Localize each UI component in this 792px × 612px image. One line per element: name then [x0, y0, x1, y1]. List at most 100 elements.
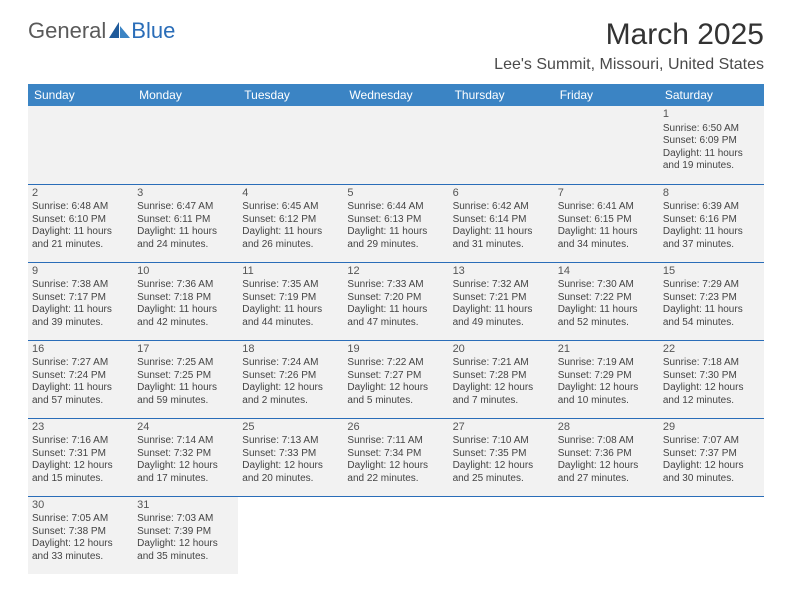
day-number: 30 [32, 499, 129, 513]
daylight-text-2: and 29 minutes. [347, 239, 444, 252]
location-subtitle: Lee's Summit, Missouri, United States [494, 56, 764, 74]
day-number: 20 [453, 343, 550, 357]
sunrise-text: Sunrise: 7:13 AM [242, 435, 339, 448]
daylight-text-1: Daylight: 11 hours [137, 304, 234, 317]
sunset-text: Sunset: 7:22 PM [558, 292, 655, 305]
daylight-text-1: Daylight: 11 hours [242, 226, 339, 239]
day-cell: 6Sunrise: 6:42 AMSunset: 6:14 PMDaylight… [449, 184, 554, 262]
daylight-text-2: and 35 minutes. [137, 551, 234, 564]
sunrise-text: Sunrise: 7:03 AM [137, 513, 234, 526]
calendar-week-row: 1Sunrise: 6:50 AMSunset: 6:09 PMDaylight… [28, 106, 764, 184]
day-number: 26 [347, 421, 444, 435]
calendar-week-row: 23Sunrise: 7:16 AMSunset: 7:31 PMDayligh… [28, 418, 764, 496]
calendar-header: SundayMondayTuesdayWednesdayThursdayFrid… [28, 84, 764, 106]
sunrise-text: Sunrise: 7:35 AM [242, 279, 339, 292]
day-cell: 17Sunrise: 7:25 AMSunset: 7:25 PMDayligh… [133, 340, 238, 418]
blank-cell [238, 496, 343, 574]
day-number: 18 [242, 343, 339, 357]
day-cell: 24Sunrise: 7:14 AMSunset: 7:32 PMDayligh… [133, 418, 238, 496]
blank-cell [343, 496, 448, 574]
day-cell: 2Sunrise: 6:48 AMSunset: 6:10 PMDaylight… [28, 184, 133, 262]
weekday-header: Friday [554, 84, 659, 106]
sunrise-text: Sunrise: 6:48 AM [32, 201, 129, 214]
sunrise-text: Sunrise: 7:14 AM [137, 435, 234, 448]
sunrise-text: Sunrise: 7:38 AM [32, 279, 129, 292]
daylight-text-1: Daylight: 11 hours [663, 304, 760, 317]
daylight-text-2: and 20 minutes. [242, 473, 339, 486]
daylight-text-2: and 34 minutes. [558, 239, 655, 252]
day-cell: 29Sunrise: 7:07 AMSunset: 7:37 PMDayligh… [659, 418, 764, 496]
sunrise-text: Sunrise: 6:39 AM [663, 201, 760, 214]
daylight-text-2: and 31 minutes. [453, 239, 550, 252]
weekday-header: Thursday [449, 84, 554, 106]
daylight-text-1: Daylight: 11 hours [558, 226, 655, 239]
sunset-text: Sunset: 7:39 PM [137, 526, 234, 539]
daylight-text-2: and 33 minutes. [32, 551, 129, 564]
title-block: March 2025 Lee's Summit, Missouri, Unite… [494, 18, 764, 74]
day-cell: 8Sunrise: 6:39 AMSunset: 6:16 PMDaylight… [659, 184, 764, 262]
day-cell: 27Sunrise: 7:10 AMSunset: 7:35 PMDayligh… [449, 418, 554, 496]
sunset-text: Sunset: 7:34 PM [347, 448, 444, 461]
sunrise-text: Sunrise: 6:41 AM [558, 201, 655, 214]
daylight-text-2: and 37 minutes. [663, 239, 760, 252]
daylight-text-2: and 44 minutes. [242, 317, 339, 330]
empty-cell [449, 106, 554, 184]
daylight-text-1: Daylight: 11 hours [558, 304, 655, 317]
day-cell: 14Sunrise: 7:30 AMSunset: 7:22 PMDayligh… [554, 262, 659, 340]
daylight-text-1: Daylight: 11 hours [32, 226, 129, 239]
sunset-text: Sunset: 7:17 PM [32, 292, 129, 305]
weekday-header: Sunday [28, 84, 133, 106]
calendar-week-row: 30Sunrise: 7:05 AMSunset: 7:38 PMDayligh… [28, 496, 764, 574]
day-cell: 16Sunrise: 7:27 AMSunset: 7:24 PMDayligh… [28, 340, 133, 418]
sunset-text: Sunset: 7:33 PM [242, 448, 339, 461]
sunrise-text: Sunrise: 7:30 AM [558, 279, 655, 292]
day-cell: 19Sunrise: 7:22 AMSunset: 7:27 PMDayligh… [343, 340, 448, 418]
sunset-text: Sunset: 7:24 PM [32, 370, 129, 383]
daylight-text-1: Daylight: 12 hours [347, 382, 444, 395]
day-number: 6 [453, 187, 550, 201]
daylight-text-2: and 10 minutes. [558, 395, 655, 408]
day-number: 8 [663, 187, 760, 201]
day-number: 5 [347, 187, 444, 201]
calendar-body: 1Sunrise: 6:50 AMSunset: 6:09 PMDaylight… [28, 106, 764, 574]
daylight-text-1: Daylight: 11 hours [32, 304, 129, 317]
daylight-text-1: Daylight: 12 hours [347, 460, 444, 473]
day-number: 21 [558, 343, 655, 357]
calendar-table: SundayMondayTuesdayWednesdayThursdayFrid… [28, 84, 764, 574]
day-number: 7 [558, 187, 655, 201]
empty-cell [133, 106, 238, 184]
blank-cell [449, 496, 554, 574]
daylight-text-2: and 22 minutes. [347, 473, 444, 486]
daylight-text-2: and 42 minutes. [137, 317, 234, 330]
sunset-text: Sunset: 7:21 PM [453, 292, 550, 305]
sunrise-text: Sunrise: 7:29 AM [663, 279, 760, 292]
daylight-text-2: and 15 minutes. [32, 473, 129, 486]
day-number: 3 [137, 187, 234, 201]
sunset-text: Sunset: 7:19 PM [242, 292, 339, 305]
daylight-text-1: Daylight: 11 hours [242, 304, 339, 317]
sunrise-text: Sunrise: 7:08 AM [558, 435, 655, 448]
day-number: 17 [137, 343, 234, 357]
day-number: 19 [347, 343, 444, 357]
daylight-text-2: and 26 minutes. [242, 239, 339, 252]
daylight-text-2: and 59 minutes. [137, 395, 234, 408]
day-cell: 12Sunrise: 7:33 AMSunset: 7:20 PMDayligh… [343, 262, 448, 340]
sunset-text: Sunset: 7:28 PM [453, 370, 550, 383]
day-cell: 11Sunrise: 7:35 AMSunset: 7:19 PMDayligh… [238, 262, 343, 340]
day-cell: 25Sunrise: 7:13 AMSunset: 7:33 PMDayligh… [238, 418, 343, 496]
sunset-text: Sunset: 7:37 PM [663, 448, 760, 461]
sunset-text: Sunset: 7:30 PM [663, 370, 760, 383]
day-number: 4 [242, 187, 339, 201]
sunrise-text: Sunrise: 6:47 AM [137, 201, 234, 214]
day-number: 13 [453, 265, 550, 279]
daylight-text-2: and 5 minutes. [347, 395, 444, 408]
day-cell: 5Sunrise: 6:44 AMSunset: 6:13 PMDaylight… [343, 184, 448, 262]
day-cell: 9Sunrise: 7:38 AMSunset: 7:17 PMDaylight… [28, 262, 133, 340]
daylight-text-1: Daylight: 11 hours [663, 148, 760, 161]
blank-cell [554, 496, 659, 574]
day-cell: 4Sunrise: 6:45 AMSunset: 6:12 PMDaylight… [238, 184, 343, 262]
daylight-text-2: and 17 minutes. [137, 473, 234, 486]
day-cell: 30Sunrise: 7:05 AMSunset: 7:38 PMDayligh… [28, 496, 133, 574]
sunrise-text: Sunrise: 7:22 AM [347, 357, 444, 370]
day-number: 25 [242, 421, 339, 435]
